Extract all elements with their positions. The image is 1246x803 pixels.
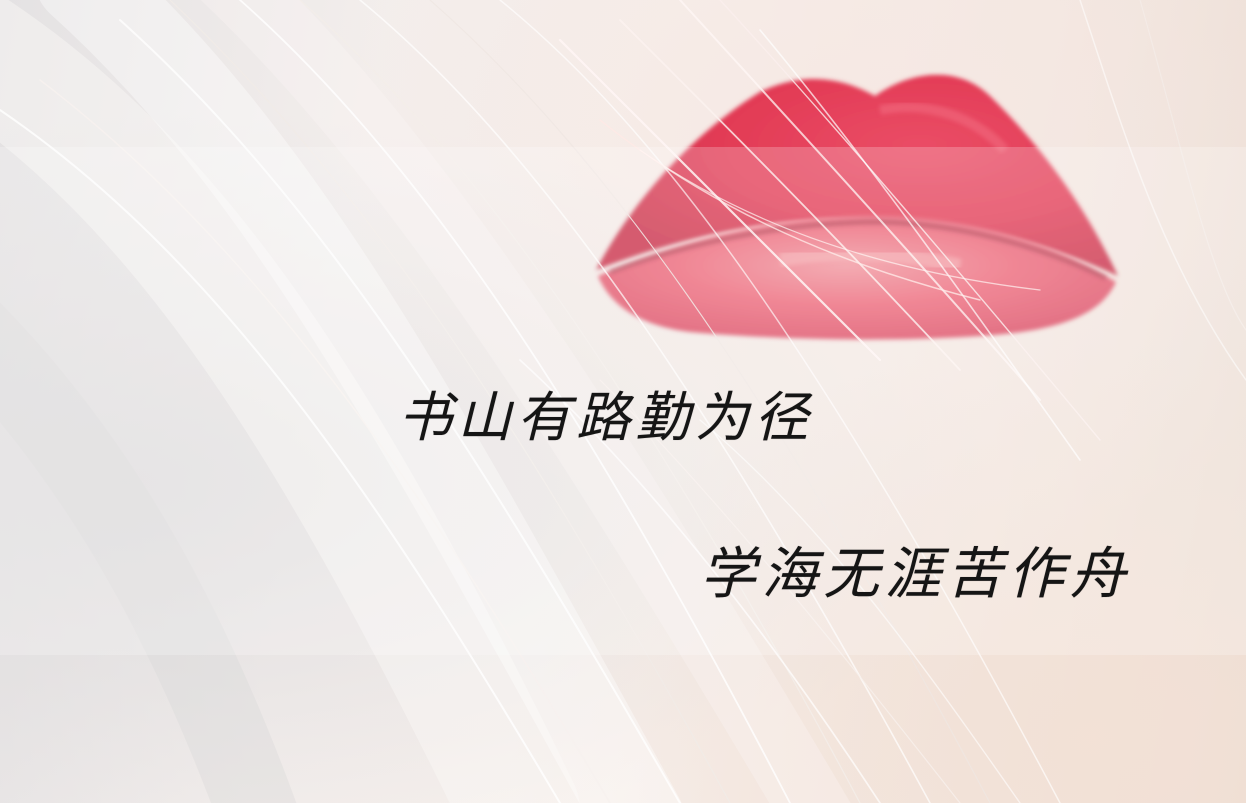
poem-line-2: 学海无涯苦作舟 bbox=[700, 542, 1132, 607]
translucent-overlay-band bbox=[0, 147, 1246, 655]
poem-line-1: 书山有路勤为径 bbox=[398, 386, 814, 449]
